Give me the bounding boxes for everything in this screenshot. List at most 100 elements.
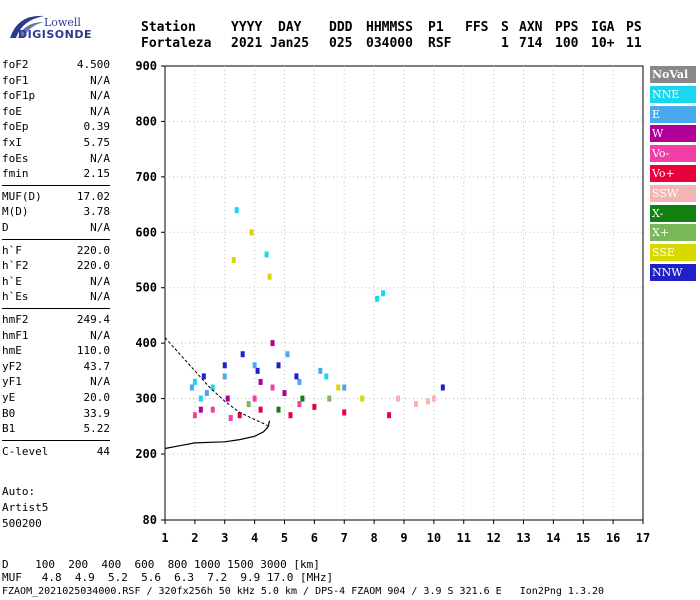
echo-point-w	[282, 390, 287, 397]
parameter-name: h`F	[2, 243, 22, 257]
echo-point-nne	[264, 251, 269, 258]
parameter-row: h`E N/A	[2, 275, 110, 291]
y-tick-label: 600	[135, 225, 157, 239]
parameter-value: 17.02	[76, 189, 110, 203]
parameter-row: hmF1 N/A	[2, 329, 110, 345]
y-tick-label: 80	[143, 513, 157, 527]
header-label-9: PPS	[555, 20, 579, 35]
x-tick-label: 7	[341, 531, 348, 545]
legend-item-x: X-	[650, 204, 696, 222]
echo-point-sse	[336, 384, 341, 391]
logo-swoosh-icon	[10, 15, 44, 38]
echo-point-e	[222, 373, 227, 380]
parameter-row: foE N/A	[2, 105, 110, 121]
parameter-row: yF2 43.7	[2, 360, 110, 376]
parameter-value: 5.22	[83, 422, 111, 436]
x-tick-label: 15	[576, 531, 590, 545]
legend-item-x: X+	[650, 224, 696, 242]
parameter-separator	[2, 439, 110, 441]
parameter-row: yE 20.0	[2, 391, 110, 407]
parameter-name: fxI	[2, 136, 22, 149]
echo-point-nnw	[201, 373, 206, 380]
header-value-3: 025	[329, 36, 353, 51]
muf-row: MUF 4.8 4.9 5.2 5.6 6.3 7.2 9.9 17.0 [MH…	[2, 571, 334, 584]
echo-point-e	[342, 384, 347, 391]
legend-item-vo: Vo+	[650, 164, 696, 182]
x-tick-label: 6	[311, 531, 318, 545]
parameter-row: h`Es N/A	[2, 290, 110, 306]
x-tick-label: 1	[161, 531, 168, 545]
echo-point-vo	[237, 412, 242, 419]
parameter-row: fxI 5.75	[2, 136, 110, 152]
parameter-separator	[2, 308, 110, 309]
header-value-7: 1	[501, 36, 509, 51]
header-label-7: S	[501, 20, 509, 35]
header-value-0: Fortaleza	[141, 36, 212, 51]
x-tick-label: 10	[427, 531, 441, 545]
logo-text-lowell: Lowell	[44, 16, 81, 29]
x-tick-label: 4	[251, 531, 258, 545]
trace-curve	[164, 420, 271, 450]
header-value-9: 100	[555, 36, 579, 51]
x-tick-label: 5	[281, 531, 288, 545]
legend-item-sse: SSE	[650, 244, 696, 262]
parameter-value: 220.0	[76, 243, 110, 257]
parameter-name: foE	[2, 104, 22, 118]
parameter-name: foF2	[2, 58, 29, 71]
parameter-value: 43.7	[83, 359, 111, 373]
y-tick-label: 800	[135, 114, 157, 128]
echo-point-e	[297, 378, 302, 385]
echo-point-sse	[231, 257, 236, 263]
x-tick-label: 8	[371, 531, 378, 545]
x-tick-label: 16	[606, 531, 620, 545]
legend-item-nnw: NNW	[650, 263, 696, 281]
header-value-11: 11	[626, 36, 642, 51]
parameter-value: 4.500	[76, 58, 110, 71]
y-tick-label: 500	[135, 281, 157, 295]
echo-point-nne	[198, 395, 203, 402]
parameter-row: C-level 44	[2, 445, 110, 461]
header-label-5: P1	[428, 20, 444, 35]
echo-point-sse	[267, 273, 272, 280]
x-tick-label: 11	[457, 531, 471, 545]
echo-point-e	[189, 384, 194, 391]
parameter-row: M(D) 3.78	[2, 205, 110, 221]
echo-point-w	[198, 406, 203, 413]
echo-point-e	[204, 390, 209, 397]
header-value-4: 034000	[366, 36, 413, 51]
echo-point-nnw	[294, 373, 299, 380]
header-label-10: IGA	[591, 20, 615, 35]
parameter-value: 20.0	[83, 391, 111, 404]
parameter-value: 249.4	[76, 313, 110, 326]
parameter-value: 0.39	[83, 120, 111, 134]
parameter-name: foEs	[2, 151, 29, 165]
legend-item-e: E	[650, 105, 696, 123]
echo-point-nne	[324, 373, 329, 380]
x-tick-label: 12	[486, 531, 500, 545]
parameter-value: N/A	[90, 73, 110, 87]
echo-point-vo	[270, 384, 275, 391]
echo-point-nne	[375, 295, 380, 302]
echo-point-x	[276, 406, 281, 413]
distance-row: D 100 200 400 600 800 1000 1500 3000 [km…	[2, 558, 320, 571]
parameter-row: hmF2 249.4	[2, 313, 110, 329]
parameter-name: h`F2	[2, 259, 29, 273]
y-tick-label: 300	[135, 392, 157, 406]
header-label-4: HHMMSS	[366, 20, 413, 35]
parameter-value: 220.0	[76, 259, 110, 273]
echo-point-nnw	[240, 351, 245, 358]
parameter-name: B1	[2, 422, 16, 436]
parameter-value: 44	[96, 444, 110, 458]
digisonde-logo: Lowell DIGISONDE	[4, 6, 94, 42]
parameter-separator	[2, 238, 110, 240]
parameter-value: N/A	[90, 104, 110, 118]
parameter-name: hmF1	[2, 328, 29, 342]
parameter-row: hmE 110.0	[2, 344, 110, 360]
y-tick-label: 400	[135, 336, 157, 350]
header-value-2: Jan25	[270, 36, 310, 51]
header-label-6: FFS	[465, 20, 489, 35]
parameter-name: hmF2	[2, 313, 29, 326]
parameter-value: 2.15	[83, 167, 111, 181]
auto-label: Auto:	[2, 485, 36, 498]
parameter-value: 5.75	[83, 136, 111, 149]
